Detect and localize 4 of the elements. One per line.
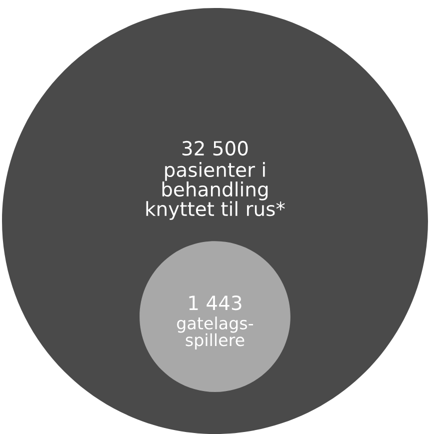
data-label: 1 443	[189, 296, 242, 310]
category-label: pasienter i behandling knyttet til rus*	[146, 162, 285, 220]
data-label: 32 500	[182, 140, 248, 156]
category-label: gatelags- spillere	[177, 316, 254, 350]
